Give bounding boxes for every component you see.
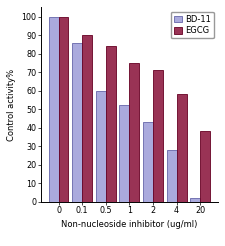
Bar [82,35,92,202]
Bar [153,70,163,202]
Legend: BD-11, EGCG: BD-11, EGCG [171,12,214,38]
Bar [96,91,106,202]
Bar [167,150,177,202]
Bar [58,17,68,202]
Bar [190,198,200,202]
Bar [177,94,187,202]
Bar [129,63,139,202]
Y-axis label: Control activity%: Control activity% [7,68,16,141]
Bar [106,46,116,202]
Bar [49,17,58,202]
Bar [200,131,210,202]
Bar [119,106,129,202]
Bar [72,43,82,202]
X-axis label: Non-nucleoside inhibitor (ug/ml): Non-nucleoside inhibitor (ug/ml) [61,220,198,230]
Bar [143,122,153,202]
